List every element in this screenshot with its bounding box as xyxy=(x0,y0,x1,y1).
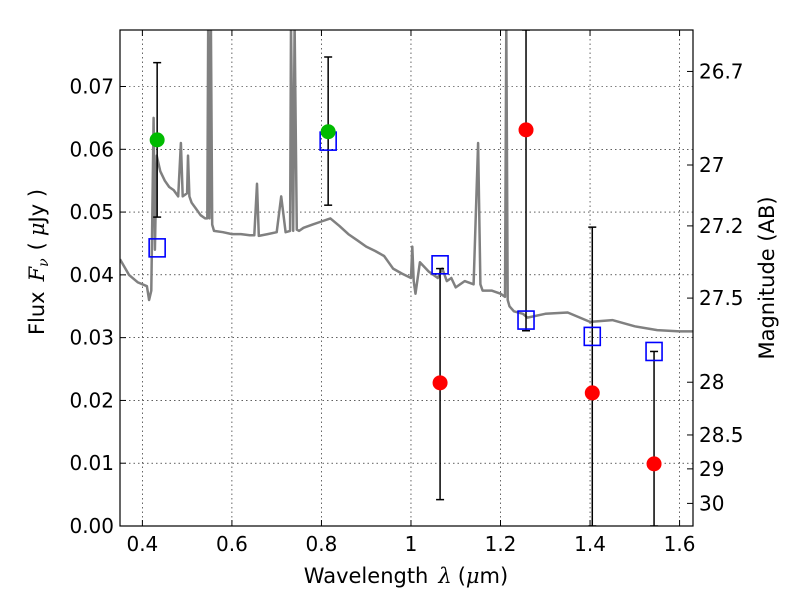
model-flux-square xyxy=(148,238,166,258)
y2-tick-label: 27.2 xyxy=(699,214,744,238)
x-tick-label: 0.8 xyxy=(306,532,338,556)
y-tick-label: 0.01 xyxy=(69,451,114,475)
plot-frame xyxy=(119,29,694,527)
x-tick-label: 1 xyxy=(405,532,418,556)
x-axis-label: Wavelength λ (μm) xyxy=(304,564,508,588)
non-detection-point xyxy=(584,385,600,401)
x-tick-label: 1.2 xyxy=(485,532,517,556)
model-flux-square xyxy=(517,310,535,330)
y2-tick-label: 30 xyxy=(699,491,724,515)
y-tick-label: 0.05 xyxy=(69,200,114,224)
non-detection-point xyxy=(646,456,662,472)
model-flux-square xyxy=(431,255,449,275)
y-tick-label: 0.06 xyxy=(69,137,114,161)
y-tick-label: 0.00 xyxy=(69,514,114,538)
x-tick-label: 1.6 xyxy=(664,532,696,556)
y2-tick-label: 28.5 xyxy=(699,423,744,447)
non-detection-point xyxy=(432,375,448,391)
y2-tick-label: 27 xyxy=(699,153,724,177)
plot-area xyxy=(120,30,693,526)
y-axis-ticks: 0.00 0.01 0.02 0.03 0.04 0.05 0.06 0.07 xyxy=(69,75,126,538)
y-tick-label: 0.03 xyxy=(69,326,114,350)
y-axis-label: FluxFν(μJy ) xyxy=(25,189,52,335)
y2-tick-label: 28 xyxy=(699,370,724,394)
y2-tick-label: 26.7 xyxy=(699,59,744,83)
model-flux-square xyxy=(645,341,663,362)
x-axis-ticks: 0.4 0.6 0.8 1 1.2 1.4 1.6 xyxy=(126,30,695,556)
y2-axis-label: Magnitude (AB) xyxy=(755,196,779,359)
y-tick-label: 0.02 xyxy=(69,388,114,412)
detection-point xyxy=(149,132,165,148)
x-tick-label: 0.6 xyxy=(216,532,248,556)
grid xyxy=(120,30,693,527)
y2-tick-label: 29 xyxy=(699,457,724,481)
y-tick-label: 0.07 xyxy=(69,75,114,99)
non-detection-point xyxy=(518,122,534,138)
detection-point xyxy=(320,124,336,140)
y2-tick-label: 27.5 xyxy=(699,286,744,310)
model-flux-square xyxy=(583,326,602,347)
y2-axis-ticks: 26.7 27 27.2 27.5 28 28.5 29 30 xyxy=(687,59,744,515)
y-tick-label: 0.04 xyxy=(69,263,114,287)
x-tick-label: 0.4 xyxy=(126,532,158,556)
model-spectrum-line xyxy=(120,30,693,333)
x-tick-label: 1.4 xyxy=(574,532,606,556)
